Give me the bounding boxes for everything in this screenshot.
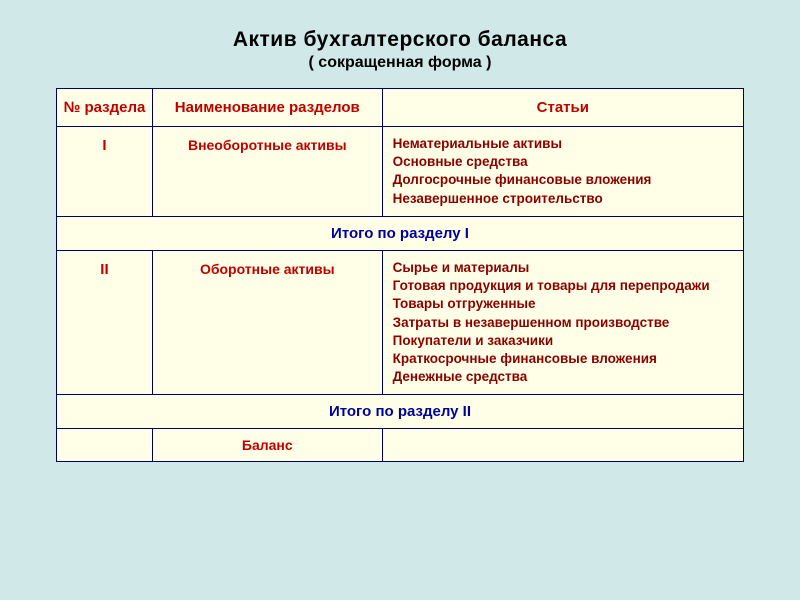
balance-table: № раздела Наименование разделов Статьи I… xyxy=(56,88,744,462)
articles-cell: Нематериальные активыОсновные средстваДо… xyxy=(382,127,743,217)
header-articles: Статьи xyxy=(382,89,743,127)
header-section-name: Наименование разделов xyxy=(152,89,382,127)
table-row: II Оборотные активы Сырье и материалыГот… xyxy=(57,250,744,395)
section-number: I xyxy=(57,127,153,217)
total-row: Итого по разделу I xyxy=(57,216,744,250)
balance-empty-cell xyxy=(57,429,153,462)
balance-label: Баланс xyxy=(152,429,382,462)
page-title: Актив бухгалтерского баланса xyxy=(233,28,567,52)
section-name: Оборотные активы xyxy=(152,250,382,395)
balance-empty-cell xyxy=(382,429,743,462)
section-name: Внеоборотные активы xyxy=(152,127,382,217)
section-total: Итого по разделу II xyxy=(57,395,744,429)
table-header-row: № раздела Наименование разделов Статьи xyxy=(57,89,744,127)
page-subtitle: ( сокращенная форма ) xyxy=(233,54,567,72)
table-row: I Внеоборотные активы Нематериальные акт… xyxy=(57,127,744,217)
balance-row: Баланс xyxy=(57,429,744,462)
title-block: Актив бухгалтерского баланса ( сокращенн… xyxy=(233,28,567,72)
articles-cell: Сырье и материалыГотовая продукция и тов… xyxy=(382,250,743,395)
section-total: Итого по разделу I xyxy=(57,216,744,250)
header-section-number: № раздела xyxy=(57,89,153,127)
section-number: II xyxy=(57,250,153,395)
total-row: Итого по разделу II xyxy=(57,395,744,429)
